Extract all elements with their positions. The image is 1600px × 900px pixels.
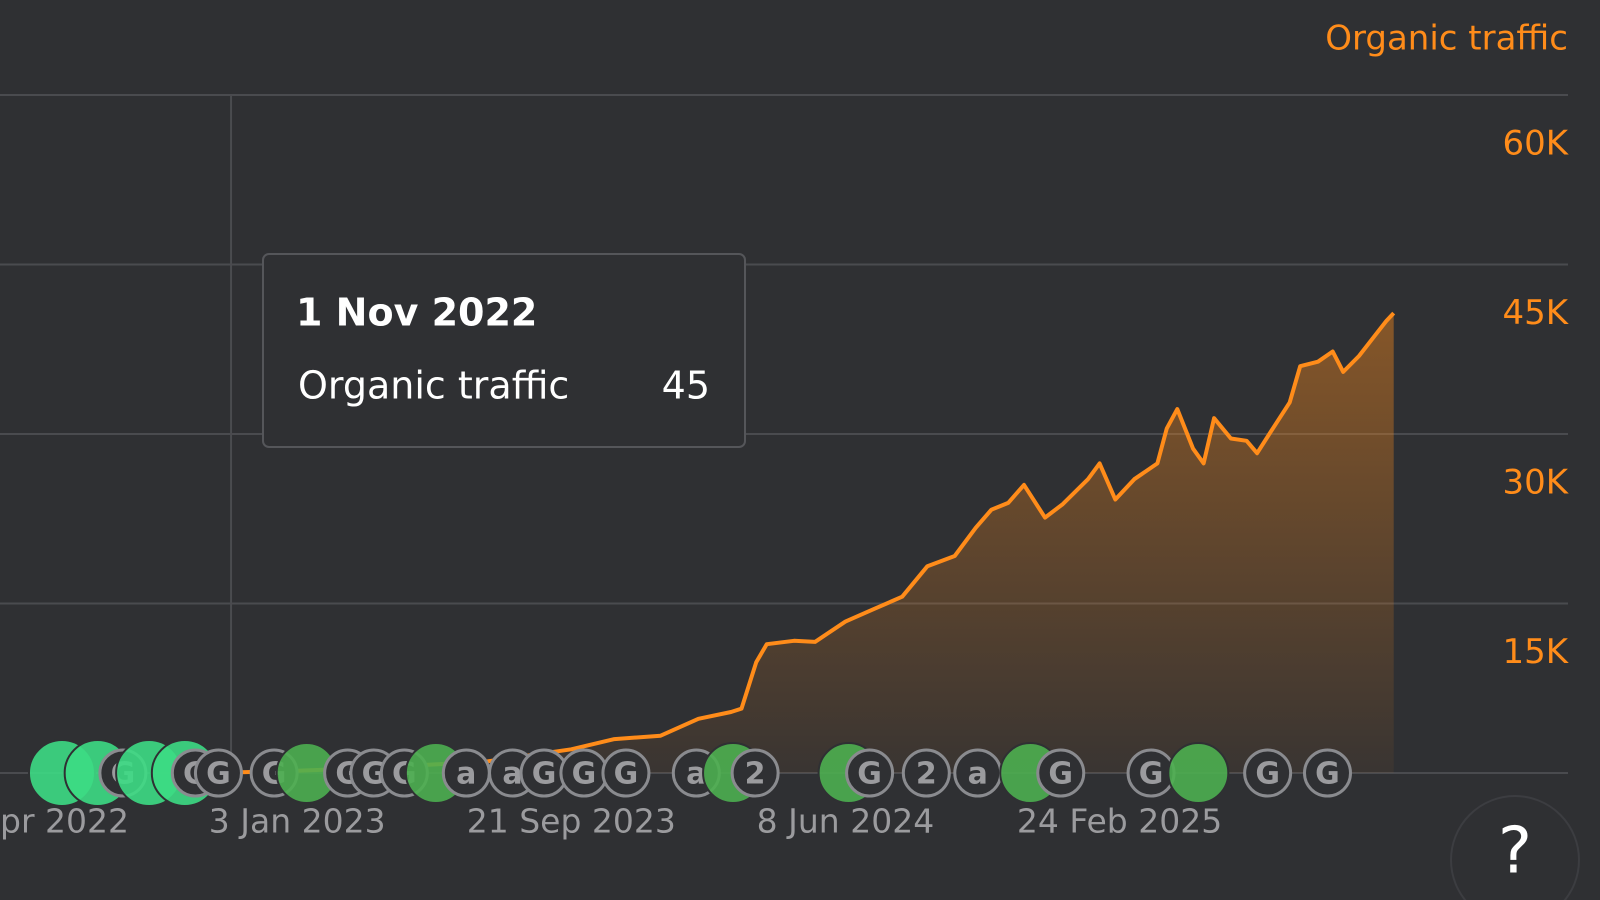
event-label: G (206, 757, 231, 792)
x-tick-label: pr 2022 (0, 802, 129, 841)
y-tick-label: 45K (1502, 293, 1569, 333)
event-marker: G (601, 748, 651, 798)
event-label: G (1139, 757, 1164, 792)
line (231, 311, 1396, 775)
event-marker: G (1243, 748, 1293, 798)
event-dot (601, 748, 651, 798)
help-button[interactable]: ? (1450, 795, 1580, 900)
tooltip-date: 1 Nov 2022 (296, 291, 537, 335)
event-marker (1167, 742, 1230, 804)
axis-title: Organic traffic (1325, 19, 1568, 59)
event-label: G (1048, 757, 1073, 792)
x-tick-label: 21 Sep 2023 (467, 802, 676, 841)
event-marker: G (193, 748, 243, 798)
event-dot (1167, 742, 1230, 804)
event-label: G (532, 757, 557, 792)
event-label: 2 (916, 757, 937, 792)
help-icon[interactable]: ? (1498, 815, 1532, 889)
event-dot (730, 748, 780, 798)
event-label: a (968, 757, 988, 792)
event-label: G (1255, 757, 1280, 792)
y-tick-label: 30K (1502, 463, 1569, 503)
event-dot (901, 748, 951, 798)
markers: GGGGGGGaaGGGa2G2aGGGG (27, 739, 1352, 807)
event-dot (193, 748, 243, 798)
tooltip-label: Organic traffic (298, 364, 569, 408)
help-circle[interactable] (1450, 795, 1580, 900)
x-tick-label: 3 Jan 2023 (209, 802, 386, 841)
event-marker: 2 (730, 748, 780, 798)
event-dot (845, 748, 895, 798)
x-tick-label: 24 Feb 2025 (1017, 802, 1222, 841)
event-label: a (502, 757, 522, 792)
event-marker: G (1126, 748, 1176, 798)
event-marker: 2 (901, 748, 951, 798)
y-tick-label: 15K (1502, 632, 1569, 672)
tooltip-value: 45 (662, 364, 710, 408)
event-marker: G (845, 748, 895, 798)
event-dot (1036, 748, 1086, 798)
plot (231, 311, 1396, 775)
event-dot (1302, 748, 1352, 798)
event-marker: G (1302, 748, 1352, 798)
event-label: G (857, 757, 882, 792)
tooltip: 1 Nov 2022 Organic traffic 45 (262, 253, 746, 448)
event-label: 2 (745, 757, 766, 792)
event-marker: a (953, 748, 1003, 798)
event-marker: G (519, 748, 569, 798)
event-dot (1243, 748, 1293, 798)
event-label: G (572, 757, 597, 792)
event-marker: G (1036, 748, 1086, 798)
grid: 15K 30K 45K 60K pr 2022 3 Jan 2023 21 Sep 2023… (0, 94, 1570, 841)
event-marker: a (441, 748, 491, 798)
event-label: G (614, 757, 639, 792)
x-tick-label: 8 Jun 2024 (757, 802, 935, 841)
event-marker: G (559, 748, 609, 798)
event-label: G (1315, 757, 1340, 792)
y-tick-label: 60K (1502, 124, 1569, 164)
area (231, 313, 1394, 773)
event-label: a (456, 757, 476, 792)
tooltip-box (262, 253, 746, 448)
event-label: a (686, 757, 706, 792)
